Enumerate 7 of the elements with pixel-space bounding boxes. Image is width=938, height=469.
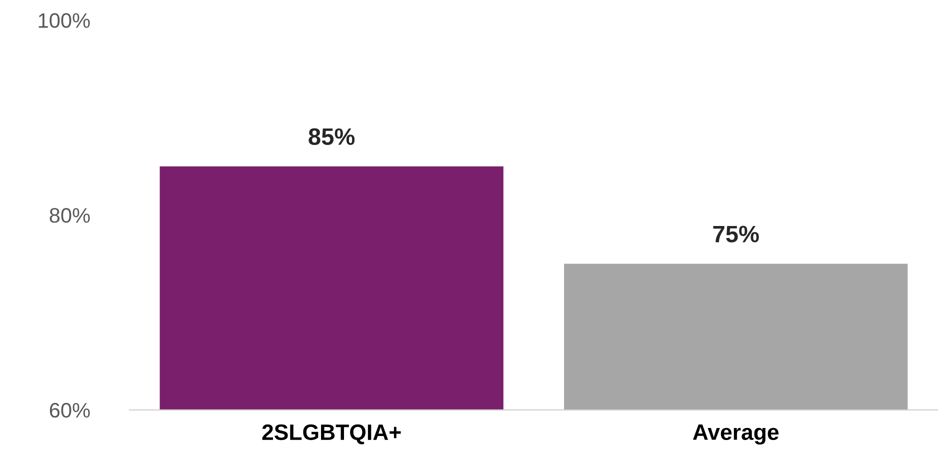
data-label: 85% xyxy=(308,128,355,145)
data-label: 75% xyxy=(713,226,759,242)
y-tick-label: 60% xyxy=(50,402,90,418)
y-tick-label: 100% xyxy=(38,13,90,28)
y-tick-label: 80% xyxy=(50,208,90,223)
x-tick-label: 2SLGBTQIA+ xyxy=(262,424,401,444)
x-tick-label: Average xyxy=(692,424,779,445)
